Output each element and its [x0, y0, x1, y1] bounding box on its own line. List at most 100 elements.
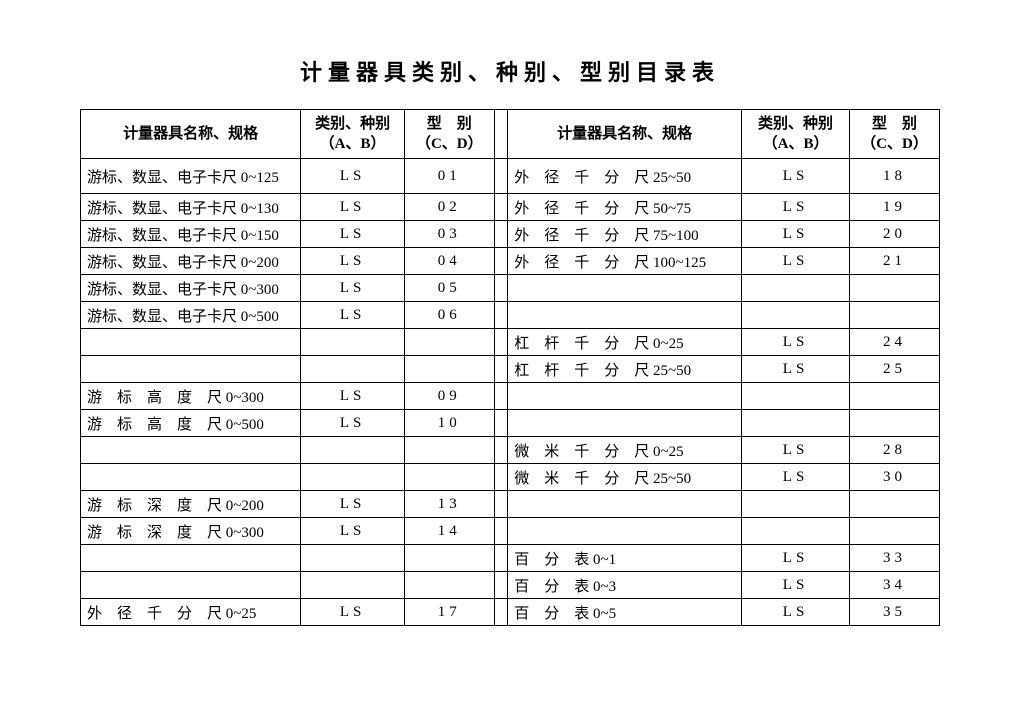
cell-name-right: 外 径 千 分 尺 25~50	[508, 159, 742, 194]
cell-name-left: 游 标 深 度 尺 0~200	[81, 491, 301, 518]
cell-name-left	[81, 437, 301, 464]
cell-name-right: 杠 杆 千 分 尺 0~25	[508, 329, 742, 356]
cell-ab-right: LS	[742, 159, 850, 194]
cell-ab-right: LS	[742, 572, 850, 599]
cell-ab-right: LS	[742, 221, 850, 248]
cell-ab-right	[742, 491, 850, 518]
cell-name-right: 外 径 千 分 尺 100~125	[508, 248, 742, 275]
cell-cd-right: 19	[850, 194, 940, 221]
cell-cd-left: 04	[404, 248, 494, 275]
cell-name-left: 游标、数显、电子卡尺 0~500	[81, 302, 301, 329]
table-row: 百 分 表 0~1LS33	[81, 545, 940, 572]
cell-cd-right	[850, 410, 940, 437]
cell-gap	[494, 410, 507, 437]
cell-gap	[494, 329, 507, 356]
cell-cd-left: 09	[404, 383, 494, 410]
cell-ab-right: LS	[742, 545, 850, 572]
cell-ab-right	[742, 275, 850, 302]
cell-ab-left: LS	[301, 248, 404, 275]
table-row: 杠 杆 千 分 尺 25~50LS25	[81, 356, 940, 383]
cell-name-left: 游标、数显、电子卡尺 0~125	[81, 159, 301, 194]
cell-gap	[494, 302, 507, 329]
cell-name-left: 游 标 深 度 尺 0~300	[81, 518, 301, 545]
table-row: 杠 杆 千 分 尺 0~25LS24	[81, 329, 940, 356]
cell-name-right: 微 米 千 分 尺 25~50	[508, 464, 742, 491]
cell-cd-right	[850, 383, 940, 410]
cell-gap	[494, 275, 507, 302]
table-row: 游标、数显、电子卡尺 0~500LS06	[81, 302, 940, 329]
cell-ab-right: LS	[742, 194, 850, 221]
cell-gap	[494, 572, 507, 599]
cell-cd-right: 20	[850, 221, 940, 248]
cell-cd-left: 03	[404, 221, 494, 248]
cell-name-right	[508, 275, 742, 302]
table-row: 游 标 深 度 尺 0~300LS14	[81, 518, 940, 545]
cell-cd-right: 21	[850, 248, 940, 275]
cell-ab-right: LS	[742, 437, 850, 464]
cell-ab-right	[742, 518, 850, 545]
cell-cd-left: 14	[404, 518, 494, 545]
table-row: 游标、数显、电子卡尺 0~200LS04外 径 千 分 尺 100~125LS2…	[81, 248, 940, 275]
cell-gap	[494, 221, 507, 248]
cell-gap	[494, 491, 507, 518]
cell-ab-left: LS	[301, 159, 404, 194]
col-cd-right: 型 别（C、D）	[850, 110, 940, 159]
cell-name-right	[508, 410, 742, 437]
cell-ab-left	[301, 464, 404, 491]
cell-gap	[494, 437, 507, 464]
cell-gap	[494, 545, 507, 572]
cell-name-right: 外 径 千 分 尺 75~100	[508, 221, 742, 248]
cell-cd-left	[404, 464, 494, 491]
cell-cd-right: 18	[850, 159, 940, 194]
cell-name-left: 外 径 千 分 尺 0~25	[81, 599, 301, 626]
cell-name-left	[81, 356, 301, 383]
cell-cd-left: 02	[404, 194, 494, 221]
cell-cd-right	[850, 275, 940, 302]
cell-cd-right: 25	[850, 356, 940, 383]
cell-ab-right: LS	[742, 464, 850, 491]
table-row: 游 标 高 度 尺 0~500LS10	[81, 410, 940, 437]
cell-ab-left: LS	[301, 383, 404, 410]
cell-name-right: 外 径 千 分 尺 50~75	[508, 194, 742, 221]
col-cd-left: 型 别（C、D）	[404, 110, 494, 159]
cell-gap	[494, 248, 507, 275]
table-row: 百 分 表 0~3LS34	[81, 572, 940, 599]
cell-ab-right	[742, 410, 850, 437]
cell-name-right	[508, 383, 742, 410]
col-ab-right: 类别、种别（A、B）	[742, 110, 850, 159]
cell-name-left	[81, 545, 301, 572]
table-row: 游标、数显、电子卡尺 0~125LS01外 径 千 分 尺 25~50LS18	[81, 159, 940, 194]
cell-ab-right: LS	[742, 248, 850, 275]
cell-ab-left	[301, 572, 404, 599]
cell-ab-left: LS	[301, 518, 404, 545]
cell-name-left: 游标、数显、电子卡尺 0~200	[81, 248, 301, 275]
cell-cd-left	[404, 329, 494, 356]
table-row: 游 标 深 度 尺 0~200LS13	[81, 491, 940, 518]
page-title: 计量器具类别、种别、型别目录表	[80, 55, 940, 87]
cell-gap	[494, 599, 507, 626]
table-row: 游标、数显、电子卡尺 0~130LS02外 径 千 分 尺 50~75LS19	[81, 194, 940, 221]
cell-cd-right: 33	[850, 545, 940, 572]
col-gap	[494, 110, 507, 159]
cell-cd-left	[404, 356, 494, 383]
catalog-table: 计量器具名称、规格 类别、种别（A、B） 型 别（C、D） 计量器具名称、规格 …	[80, 109, 940, 626]
cell-cd-right: 24	[850, 329, 940, 356]
cell-cd-right: 30	[850, 464, 940, 491]
cell-cd-right: 35	[850, 599, 940, 626]
cell-cd-left: 17	[404, 599, 494, 626]
table-row: 游 标 高 度 尺 0~300LS09	[81, 383, 940, 410]
cell-gap	[494, 518, 507, 545]
cell-name-right: 微 米 千 分 尺 0~25	[508, 437, 742, 464]
table-row: 游标、数显、电子卡尺 0~300LS05	[81, 275, 940, 302]
cell-gap	[494, 194, 507, 221]
cell-name-left: 游标、数显、电子卡尺 0~150	[81, 221, 301, 248]
cell-gap	[494, 383, 507, 410]
cell-gap	[494, 356, 507, 383]
cell-name-right: 杠 杆 千 分 尺 25~50	[508, 356, 742, 383]
cell-cd-left: 13	[404, 491, 494, 518]
cell-name-right	[508, 302, 742, 329]
cell-cd-left: 05	[404, 275, 494, 302]
cell-name-right: 百 分 表 0~3	[508, 572, 742, 599]
cell-cd-left	[404, 545, 494, 572]
cell-ab-left: LS	[301, 491, 404, 518]
